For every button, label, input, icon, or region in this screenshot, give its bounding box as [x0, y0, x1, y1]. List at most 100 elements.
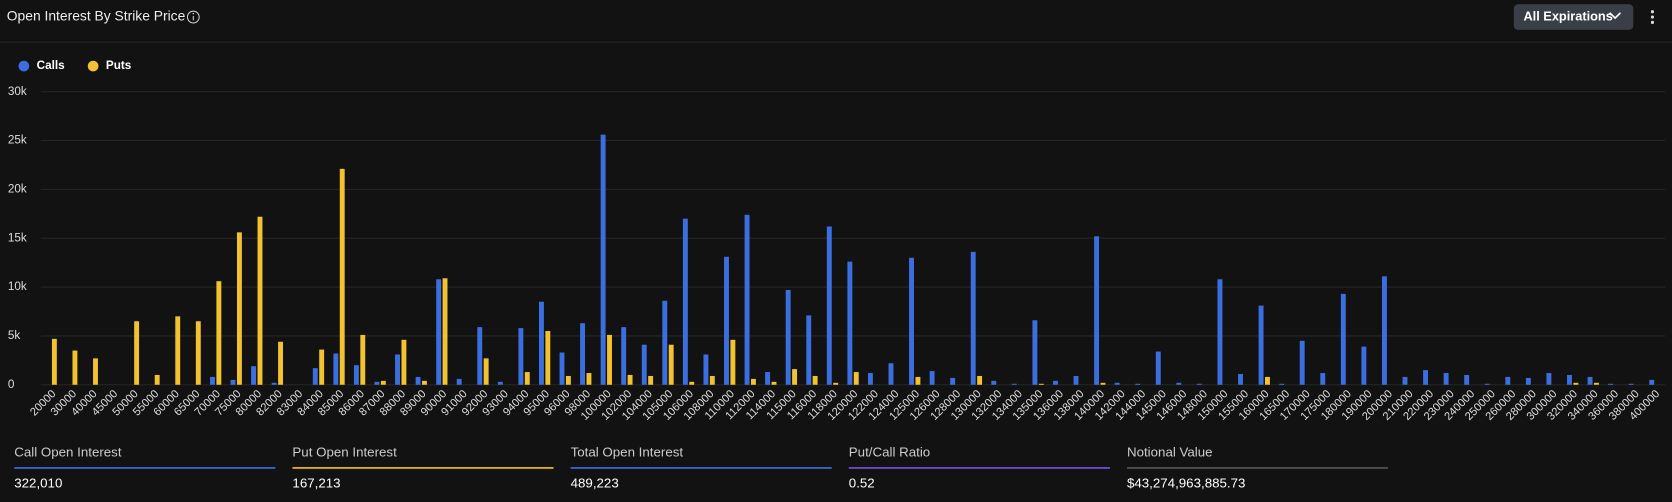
bar	[1649, 379, 1655, 385]
bar	[1361, 346, 1367, 385]
bar	[134, 321, 140, 385]
bar	[662, 300, 668, 385]
expirations-button[interactable]: All Expirations	[1513, 4, 1634, 30]
bar	[1402, 376, 1408, 385]
y-tick-label: 10k	[8, 280, 27, 293]
bar	[360, 334, 366, 385]
bar	[833, 382, 839, 385]
bar	[1238, 374, 1243, 385]
bar	[195, 321, 201, 385]
info-icon[interactable]	[186, 10, 200, 24]
bar	[724, 256, 729, 385]
stat-label: Put/Call Ratio	[849, 444, 930, 459]
bar	[1320, 373, 1326, 385]
bar	[1053, 380, 1058, 385]
bar	[395, 354, 400, 385]
bar	[1381, 276, 1387, 385]
bar	[600, 134, 606, 385]
bar	[401, 339, 407, 385]
bar	[785, 289, 791, 385]
bar	[1073, 375, 1079, 385]
stat-label: Total Open Interest	[571, 444, 684, 459]
bar	[1038, 383, 1044, 385]
bar	[812, 375, 818, 385]
bar	[175, 316, 181, 385]
bar	[580, 323, 586, 385]
bar	[1032, 320, 1038, 385]
bar	[1567, 374, 1572, 385]
bar	[1587, 376, 1593, 385]
bar	[497, 381, 503, 385]
bar	[1423, 370, 1429, 385]
bar	[1279, 383, 1285, 385]
bar	[230, 379, 236, 385]
bar	[415, 376, 421, 385]
bar	[72, 350, 78, 385]
chart-title: Open Interest By Strike Price	[7, 8, 186, 24]
bar	[689, 381, 695, 385]
bar	[977, 375, 983, 385]
stat-label: Call Open Interest	[14, 444, 122, 459]
bar	[524, 372, 530, 385]
legend-marker	[18, 60, 30, 72]
bar	[216, 281, 222, 385]
y-tick-label: 20k	[8, 182, 27, 195]
bar	[1525, 377, 1531, 385]
bar	[668, 344, 674, 385]
bar	[867, 373, 873, 385]
bar	[1217, 279, 1223, 385]
bar	[765, 372, 771, 385]
bar	[538, 301, 544, 385]
y-tick-label: 5k	[8, 329, 21, 342]
bar	[1546, 373, 1552, 385]
stat-label: Put Open Interest	[292, 444, 397, 459]
stat-value: 0.52	[849, 475, 875, 490]
bar	[236, 232, 242, 385]
bar	[627, 374, 633, 385]
bar	[826, 226, 832, 385]
bar	[1299, 340, 1305, 385]
bar	[422, 380, 427, 385]
bar	[1265, 376, 1270, 385]
bar	[518, 328, 524, 385]
bar	[1608, 383, 1614, 385]
bar	[1114, 382, 1120, 385]
bar	[1340, 293, 1346, 385]
y-tick-label: 15k	[8, 231, 27, 244]
bar	[251, 366, 257, 385]
bar	[1628, 383, 1634, 385]
bar	[339, 168, 345, 385]
bar	[1443, 373, 1449, 385]
bar	[477, 327, 483, 385]
bar	[278, 341, 283, 385]
y-tick-label: 30k	[8, 85, 27, 98]
bar	[641, 344, 647, 385]
bar	[792, 369, 798, 385]
bar	[1196, 383, 1202, 385]
bar	[1135, 383, 1141, 385]
bar	[915, 376, 921, 385]
bar	[648, 375, 654, 385]
menu-icon[interactable]	[1650, 10, 1655, 24]
bar	[559, 352, 565, 385]
bar	[1094, 236, 1100, 385]
bar	[374, 381, 380, 385]
bar	[771, 381, 777, 385]
bar	[1505, 376, 1511, 385]
bar	[730, 339, 736, 385]
bar	[1258, 305, 1264, 385]
bar	[750, 378, 756, 385]
bar	[1155, 351, 1161, 385]
stat-label: Notional Value	[1127, 444, 1213, 459]
bar	[333, 353, 339, 385]
legend-label: Calls	[37, 59, 65, 72]
bar	[483, 358, 489, 385]
bar	[271, 382, 277, 385]
stat-value: 489,223	[571, 475, 619, 490]
bar	[847, 261, 853, 385]
stat-value: $43,274,963,885.73	[1127, 475, 1245, 490]
bar	[621, 327, 627, 385]
bar	[1593, 382, 1599, 385]
